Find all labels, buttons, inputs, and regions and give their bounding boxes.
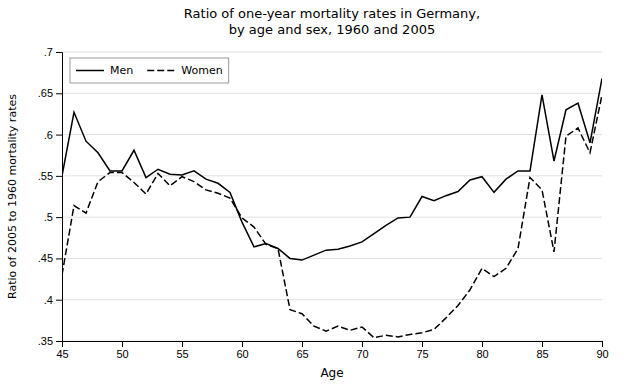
x-tick: 70 xyxy=(356,341,368,360)
x-tick-mark xyxy=(422,341,423,347)
grid-line xyxy=(62,134,602,135)
x-axis-line xyxy=(63,342,603,348)
x-tick-mark xyxy=(182,341,183,347)
x-tick-label: 45 xyxy=(56,348,68,360)
x-tick-mark xyxy=(302,341,303,347)
x-tick-mark xyxy=(482,341,483,347)
x-tick: 90 xyxy=(596,341,608,360)
grid-line xyxy=(62,52,602,53)
x-tick-mark xyxy=(542,341,543,347)
legend-item: Men xyxy=(76,64,133,77)
y-tick-label: .45 xyxy=(38,252,53,264)
grid xyxy=(62,52,602,341)
x-tick: 75 xyxy=(416,341,428,360)
chart: 45 50 55 60 65 70 75 80 85 90 .35 .4 .45 .5 .55 .6 .65 .7… xyxy=(0,0,624,385)
y-tick: .55 xyxy=(38,170,62,182)
x-axis-title: Age xyxy=(320,366,343,380)
y-axis-line xyxy=(56,53,63,342)
legend: Men Women xyxy=(70,58,229,83)
x-tick-mark xyxy=(602,341,603,347)
legend-box xyxy=(70,58,229,83)
y-tick-label: .4 xyxy=(44,294,53,306)
x-tick: 65 xyxy=(296,341,308,360)
x-tick-label: 60 xyxy=(236,348,248,360)
y-tick-mark xyxy=(56,258,62,259)
y-tick-label: .7 xyxy=(44,46,53,58)
x-tick: 55 xyxy=(176,341,188,360)
y-tick-label: .5 xyxy=(44,211,53,223)
y-tick-mark xyxy=(56,341,62,342)
grid-line xyxy=(62,258,602,259)
x-tick-mark xyxy=(242,341,243,347)
x-tick-mark xyxy=(122,341,123,347)
legend-swatch xyxy=(76,70,104,72)
y-tick-label: .55 xyxy=(38,170,53,182)
x-tick-label: 65 xyxy=(296,348,308,360)
y-tick: .6 xyxy=(44,129,62,141)
y-axis-title: Ratio of 2005 to 1960 mortality rates xyxy=(6,94,19,299)
x-tick-label: 90 xyxy=(596,348,608,360)
grid-line xyxy=(62,299,602,300)
y-tick: .35 xyxy=(38,335,62,347)
x-axis: 45 50 55 60 65 70 75 80 85 90 xyxy=(56,341,608,360)
grid-line xyxy=(62,217,602,218)
y-tick-label: .35 xyxy=(38,335,53,347)
y-axis: .35 .4 .45 .5 .55 .6 .65 .7 xyxy=(38,46,63,347)
x-tick-label: 85 xyxy=(536,348,548,360)
legend-item: Women xyxy=(147,64,222,77)
grid-line xyxy=(62,175,602,176)
x-tick: 50 xyxy=(116,341,128,360)
x-tick: 80 xyxy=(476,341,488,360)
x-tick-label: 80 xyxy=(476,348,488,360)
y-tick: .5 xyxy=(44,211,62,223)
y-tick-mark xyxy=(56,52,62,53)
x-tick: 85 xyxy=(536,341,548,360)
x-tick-label: 50 xyxy=(116,348,128,360)
x-tick: 45 xyxy=(56,341,68,360)
x-tick: 60 xyxy=(236,341,248,360)
series-line xyxy=(62,95,602,338)
plot: 45 50 55 60 65 70 75 80 85 90 .35 .4 .45 .5 .55 .6 .65 .7… xyxy=(38,46,609,360)
legend-label: Women xyxy=(181,64,222,77)
y-tick-mark xyxy=(56,135,62,136)
y-tick: .65 xyxy=(38,87,62,99)
y-tick: .7 xyxy=(44,46,62,58)
lines xyxy=(62,78,602,337)
y-tick-mark xyxy=(56,300,62,301)
x-tick-label: 75 xyxy=(416,348,428,360)
legend-label: Men xyxy=(110,64,133,77)
title: Ratio of one-year mortality rates in Ger… xyxy=(184,6,480,37)
y-tick-mark xyxy=(56,93,62,94)
y-tick: .45 xyxy=(38,252,62,264)
legend-swatch xyxy=(147,70,175,72)
y-tick-mark xyxy=(56,217,62,218)
y-tick: .4 xyxy=(44,294,62,306)
grid-line xyxy=(62,93,602,94)
y-tick-mark xyxy=(56,176,62,177)
x-tick-label: 55 xyxy=(176,348,188,360)
y-tick-label: .6 xyxy=(44,129,53,141)
x-tick-mark xyxy=(362,341,363,347)
y-tick-label: .65 xyxy=(38,87,53,99)
x-tick-label: 70 xyxy=(356,348,368,360)
